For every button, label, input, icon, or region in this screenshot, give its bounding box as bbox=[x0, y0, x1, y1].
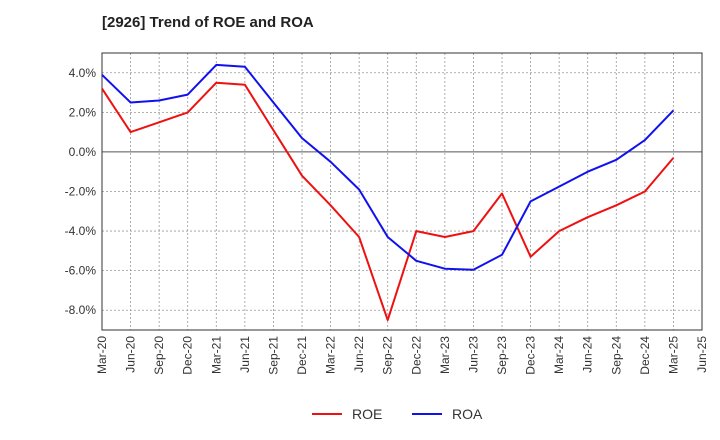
legend-label-roa: ROA bbox=[452, 406, 483, 422]
y-tick-label: -8.0% bbox=[65, 303, 97, 317]
x-tick-label: Dec-20 bbox=[181, 336, 195, 375]
x-tick-label: Mar-23 bbox=[438, 336, 452, 374]
y-tick-label: -4.0% bbox=[65, 224, 97, 238]
x-tick-label: Dec-24 bbox=[638, 336, 652, 375]
y-tick-label: -2.0% bbox=[65, 185, 97, 199]
y-tick-label: 4.0% bbox=[69, 66, 97, 80]
chart-title: [2926] Trend of ROE and ROA bbox=[102, 14, 314, 31]
x-tick-label: Sep-23 bbox=[495, 336, 509, 375]
x-tick-label: Sep-24 bbox=[609, 336, 623, 375]
x-tick-label: Sep-22 bbox=[381, 336, 395, 375]
x-tick-label: Mar-25 bbox=[666, 336, 680, 374]
series-line-roe bbox=[101, 81, 675, 322]
x-tick-label: Jun-24 bbox=[581, 336, 595, 373]
legend-label-roe: ROE bbox=[352, 406, 382, 422]
series-line-roa bbox=[101, 63, 675, 271]
x-tick-label: Mar-24 bbox=[552, 336, 566, 374]
x-tick-label: Jun-25 bbox=[695, 336, 709, 373]
x-tick-label: Mar-20 bbox=[95, 336, 109, 374]
x-tick-label: Mar-21 bbox=[209, 336, 223, 374]
y-tick-label: 2.0% bbox=[69, 105, 97, 119]
x-tick-label: Jun-23 bbox=[466, 336, 480, 373]
plot-frame bbox=[101, 52, 703, 331]
y-tick-label: 0.0% bbox=[69, 145, 97, 159]
x-tick-label: Dec-23 bbox=[524, 336, 538, 375]
x-tick-label: Jun-21 bbox=[238, 336, 252, 373]
x-tick-label: Sep-20 bbox=[152, 336, 166, 375]
x-tick-label: Jun-22 bbox=[352, 336, 366, 373]
x-tick-label: Sep-21 bbox=[266, 336, 280, 375]
x-tick-label: Mar-22 bbox=[324, 336, 338, 374]
x-tick-label: Dec-21 bbox=[295, 336, 309, 375]
y-tick-label: -6.0% bbox=[65, 264, 97, 278]
x-tick-label: Jun-20 bbox=[124, 336, 138, 373]
x-tick-label: Dec-22 bbox=[409, 336, 423, 375]
